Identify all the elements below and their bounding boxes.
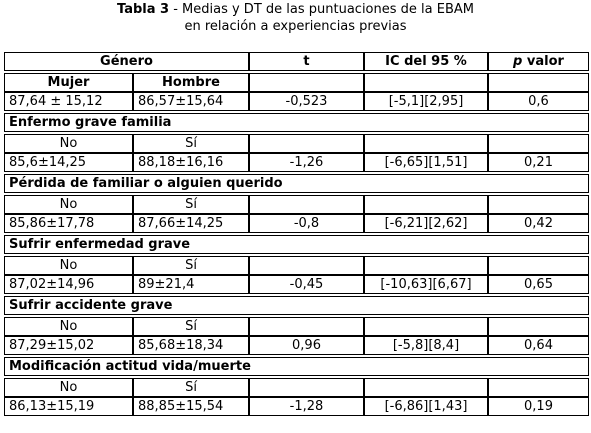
- label-si: Sí: [133, 317, 249, 336]
- value-no: 85,86±17,78: [4, 214, 133, 233]
- label-no: No: [4, 195, 133, 214]
- value-no: 87,29±15,02: [4, 336, 133, 355]
- header-ic: IC del 95 %: [364, 52, 488, 71]
- value-p: 0,65: [488, 275, 589, 294]
- label-no: No: [4, 317, 133, 336]
- section-sub-row: No Sí: [4, 256, 589, 275]
- section-title-row: Pérdida de familiar o alguien querido: [4, 174, 589, 193]
- value-p: 0,42: [488, 214, 589, 233]
- genero-values-row: 87,64 ± 15,12 86,57±15,64 -0,523 [-5,1][…: [4, 92, 589, 111]
- value-t: -0,8: [249, 214, 364, 233]
- section-sub-row: No Sí: [4, 195, 589, 214]
- section-values-row: 86,13±15,19 88,85±15,54 -1,28 [-6,86][1,…: [4, 397, 589, 416]
- section-values-row: 85,6±14,25 88,18±16,16 -1,26 [-6,65][1,5…: [4, 153, 589, 172]
- empty-cell: [249, 195, 364, 214]
- value-p: 0,19: [488, 397, 589, 416]
- header-mujer: Mujer: [4, 73, 133, 92]
- label-no: No: [4, 256, 133, 275]
- section-sub-row: No Sí: [4, 317, 589, 336]
- empty-cell: [364, 195, 488, 214]
- section-title-row: Modificación actitud vida/muerte: [4, 357, 589, 376]
- empty-cell: [488, 256, 589, 275]
- empty-cell: [249, 378, 364, 397]
- value-no: 86,13±15,19: [4, 397, 133, 416]
- empty-cell: [249, 73, 364, 92]
- empty-cell: [364, 73, 488, 92]
- empty-cell: [488, 73, 589, 92]
- empty-cell: [249, 134, 364, 153]
- section-title-row: Enfermo grave familia: [4, 113, 589, 132]
- section-title: Pérdida de familiar o alguien querido: [4, 174, 589, 193]
- caption-line-1: Tabla 3 - Medias y DT de las puntuacione…: [0, 1, 591, 18]
- subheader-row: Mujer Hombre: [4, 73, 589, 92]
- empty-cell: [488, 378, 589, 397]
- label-no: No: [4, 378, 133, 397]
- label-si: Sí: [133, 195, 249, 214]
- value-p: 0,64: [488, 336, 589, 355]
- header-row: Género t IC del 95 % p valor: [4, 52, 589, 71]
- value-t: -1,28: [249, 397, 364, 416]
- section-title: Sufrir enfermedad grave: [4, 235, 589, 254]
- empty-cell: [364, 134, 488, 153]
- value-mujer: 87,64 ± 15,12: [4, 92, 133, 111]
- label-si: Sí: [133, 378, 249, 397]
- empty-cell: [488, 134, 589, 153]
- label-no: No: [4, 134, 133, 153]
- section-title-row: Sufrir enfermedad grave: [4, 235, 589, 254]
- section-values-row: 87,29±15,02 85,68±18,34 0,96 [-5,8][8,4]…: [4, 336, 589, 355]
- value-no: 85,6±14,25: [4, 153, 133, 172]
- caption-text-1: - Medias y DT de las puntuaciones de la …: [169, 2, 474, 17]
- header-p-italic: p: [513, 54, 523, 69]
- section-title-row: Sufrir accidente grave: [4, 296, 589, 315]
- value-si: 85,68±18,34: [133, 336, 249, 355]
- table-caption: Tabla 3 - Medias y DT de las puntuacione…: [0, 0, 591, 50]
- value-ic: [-5,8][8,4]: [364, 336, 488, 355]
- section-title: Modificación actitud vida/muerte: [4, 357, 589, 376]
- section-title: Enfermo grave familia: [4, 113, 589, 132]
- empty-cell: [488, 195, 589, 214]
- value-si: 89±21,4: [133, 275, 249, 294]
- empty-cell: [364, 317, 488, 336]
- caption-line-2: en relación a experiencias previas: [184, 19, 407, 34]
- value-hombre: 86,57±15,64: [133, 92, 249, 111]
- results-table: Género t IC del 95 % p valor Mujer Hombr…: [4, 52, 589, 416]
- value-si: 88,18±16,16: [133, 153, 249, 172]
- header-p-rest: valor: [522, 54, 564, 69]
- section-sub-row: No Sí: [4, 134, 589, 153]
- caption-label: Tabla 3: [117, 2, 170, 17]
- section-title: Sufrir accidente grave: [4, 296, 589, 315]
- header-t: t: [249, 52, 364, 71]
- value-p: 0,21: [488, 153, 589, 172]
- value-ic: [-10,63][6,67]: [364, 275, 488, 294]
- value-si: 87,66±14,25: [133, 214, 249, 233]
- section-values-row: 85,86±17,78 87,66±14,25 -0,8 [-6,21][2,6…: [4, 214, 589, 233]
- value-ic: [-5,1][2,95]: [364, 92, 488, 111]
- header-genero: Género: [4, 52, 249, 71]
- section-sub-row: No Sí: [4, 378, 589, 397]
- empty-cell: [249, 317, 364, 336]
- empty-cell: [364, 256, 488, 275]
- value-t: -0,523: [249, 92, 364, 111]
- empty-cell: [249, 256, 364, 275]
- empty-cell: [364, 378, 488, 397]
- value-no: 87,02±14,96: [4, 275, 133, 294]
- header-hombre: Hombre: [133, 73, 249, 92]
- label-si: Sí: [133, 134, 249, 153]
- empty-cell: [488, 317, 589, 336]
- value-p: 0,6: [488, 92, 589, 111]
- value-t: -0,45: [249, 275, 364, 294]
- value-ic: [-6,21][2,62]: [364, 214, 488, 233]
- label-si: Sí: [133, 256, 249, 275]
- section-values-row: 87,02±14,96 89±21,4 -0,45 [-10,63][6,67]…: [4, 275, 589, 294]
- value-t: -1,26: [249, 153, 364, 172]
- value-ic: [-6,65][1,51]: [364, 153, 488, 172]
- value-si: 88,85±15,54: [133, 397, 249, 416]
- value-ic: [-6,86][1,43]: [364, 397, 488, 416]
- header-p-valor: p valor: [488, 52, 589, 71]
- value-t: 0,96: [249, 336, 364, 355]
